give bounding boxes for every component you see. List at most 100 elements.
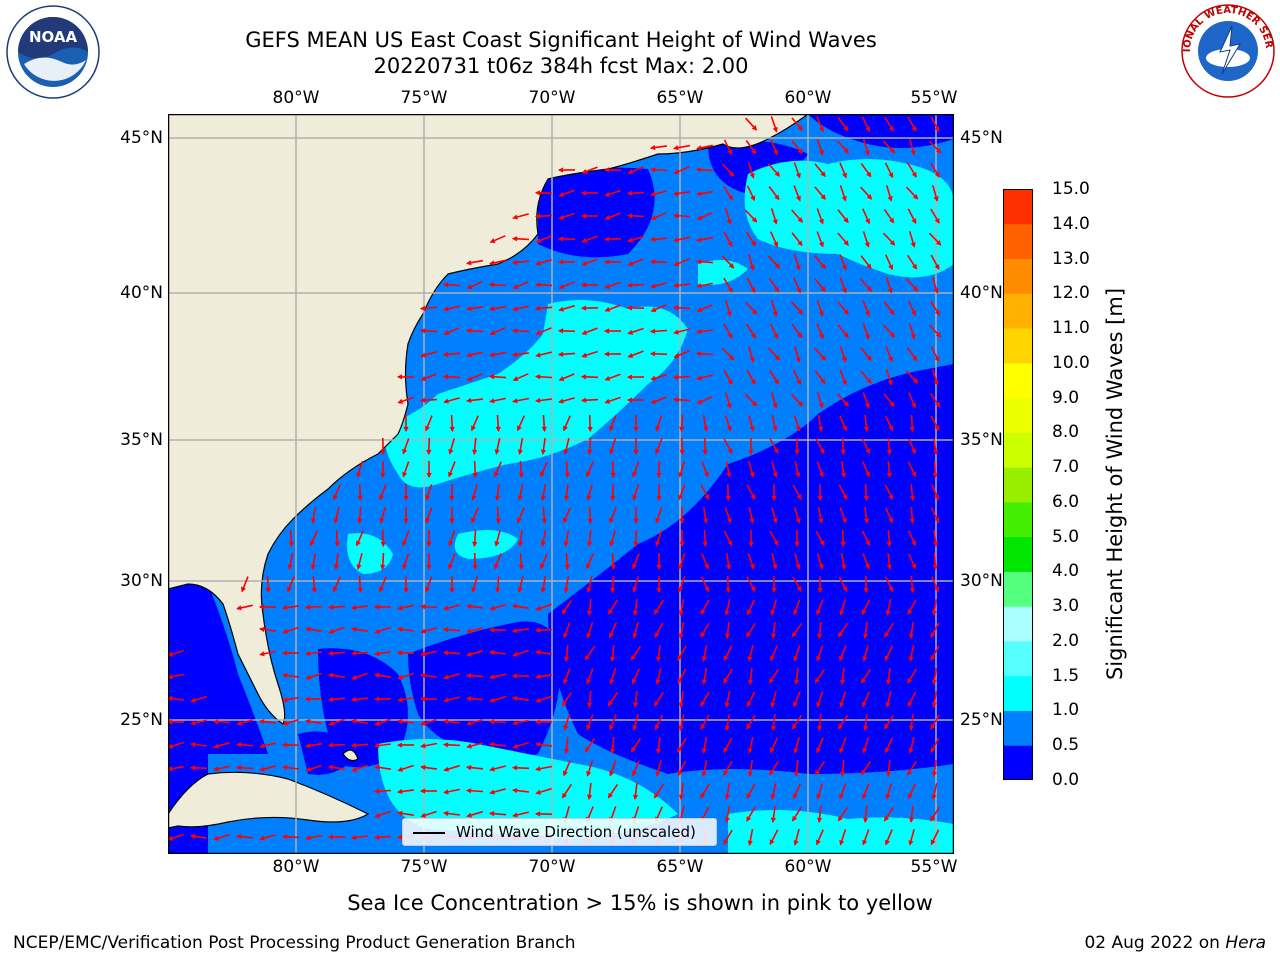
colorbar-tick-label: 5.0 xyxy=(1052,526,1080,547)
wave-direction-arrowhead xyxy=(535,330,542,335)
wave-direction-arrowhead xyxy=(911,471,917,478)
wave-direction-arrowhead xyxy=(633,426,639,433)
colorbar-cell xyxy=(1003,606,1033,642)
wave-direction-arrowhead xyxy=(841,564,847,570)
wave-direction-arrowhead xyxy=(443,674,449,680)
wave-direction-arrowhead xyxy=(472,564,478,571)
wave-direction-arrowhead xyxy=(443,306,449,312)
wave-direction-arrowhead xyxy=(540,587,546,593)
wave-direction-arrowhead xyxy=(773,333,779,340)
wave-direction-arrowhead xyxy=(931,794,937,800)
wave-direction-arrowhead xyxy=(305,626,311,632)
colorbar-tick-label: 15.0 xyxy=(1052,179,1090,199)
wave-direction-arrowhead xyxy=(724,610,730,616)
wave-direction-arrowhead xyxy=(678,610,684,616)
wave-direction-arrowhead xyxy=(632,633,638,639)
wave-direction-arrowhead xyxy=(862,793,868,800)
colorbar-tick-label: 7.0 xyxy=(1052,457,1080,478)
wave-direction-arrowhead xyxy=(580,374,587,380)
wave-direction-arrowhead xyxy=(631,678,637,685)
wave-direction-arrowhead xyxy=(374,672,380,678)
wave-direction-arrowhead xyxy=(443,789,449,795)
wave-direction-arrowhead xyxy=(727,287,733,293)
wave-direction-arrowhead xyxy=(373,604,380,610)
wave-direction-arrowhead xyxy=(816,701,822,708)
wave-direction-arrowhead xyxy=(443,697,449,703)
wave-direction-arrowhead xyxy=(907,677,913,684)
wave-direction-arrowhead xyxy=(727,194,733,201)
wave-direction-arrowhead xyxy=(558,376,565,381)
wave-direction-arrowhead xyxy=(357,495,363,502)
lat-label-right-30n: 30°N xyxy=(960,571,1003,591)
wave-direction-arrowhead xyxy=(818,426,824,432)
wave-direction-arrowhead xyxy=(472,472,478,479)
wave-direction-arrowhead xyxy=(888,586,894,593)
wave-direction-arrowhead xyxy=(581,237,588,243)
wave-direction-arrowhead xyxy=(911,563,917,570)
wave-direction-arrowhead xyxy=(843,125,849,132)
wave-direction-arrowhead xyxy=(745,631,752,638)
noaa-logo-text: NOAA xyxy=(29,28,78,46)
wave-direction-arrowhead xyxy=(190,697,197,703)
wave-direction-arrowhead xyxy=(333,494,338,501)
wave-direction-arrowhead xyxy=(773,448,779,454)
wave-direction-arrowhead xyxy=(934,586,939,593)
wave-direction-arrowhead xyxy=(402,563,408,570)
wave-direction-arrowhead xyxy=(864,563,870,570)
colorbar-tick-label: 13.0 xyxy=(1052,248,1090,269)
wave-direction-arrowhead xyxy=(843,309,849,315)
wave-direction-arrowhead xyxy=(328,628,335,634)
wave-direction-arrowhead xyxy=(603,351,610,357)
wave-direction-arrowhead xyxy=(649,259,656,265)
wave-direction-arrowhead xyxy=(609,517,614,524)
wave-direction-arrowhead xyxy=(539,471,545,478)
wave-direction-arrowhead xyxy=(604,306,611,312)
wave-direction-arrowhead xyxy=(908,840,914,846)
wave-direction-arrowhead xyxy=(885,610,891,616)
wave-direction-arrowhead xyxy=(397,605,403,611)
wave-direction-arrowhead xyxy=(236,605,242,611)
wave-direction-arrowhead xyxy=(704,563,709,570)
wave-direction-arrowhead xyxy=(862,839,868,846)
wave-direction-arrowhead xyxy=(535,674,541,680)
wave-direction-arrowhead xyxy=(627,237,634,243)
chart-title: GEFS MEAN US East Coast Significant Heig… xyxy=(245,28,877,52)
wave-direction-arrowhead xyxy=(511,673,518,679)
wave-direction-arrowhead xyxy=(539,563,545,570)
wave-direction-arrowhead xyxy=(534,719,541,725)
wave-direction-arrowhead xyxy=(420,720,427,726)
wave-direction-arrowhead xyxy=(495,426,501,433)
wave-direction-arrowhead xyxy=(818,563,824,570)
wave-direction-arrowhead xyxy=(932,541,939,547)
wave-direction-arrowhead xyxy=(419,788,426,794)
wave-direction-arrowhead xyxy=(815,839,821,846)
wave-direction-arrowhead xyxy=(580,213,587,219)
wave-direction-arrowhead xyxy=(770,609,776,616)
wave-direction-arrowhead xyxy=(935,401,941,408)
wave-direction-arrowhead xyxy=(723,770,729,776)
wave-direction-arrowhead xyxy=(609,724,614,731)
wave-direction-arrowhead xyxy=(420,764,426,771)
wave-direction-arrowhead xyxy=(841,287,847,294)
wave-direction-arrowhead xyxy=(586,794,593,801)
wave-direction-arrowhead xyxy=(794,541,800,548)
wave-direction-arrowhead xyxy=(396,742,403,748)
wave-direction-arrowhead xyxy=(770,725,777,731)
wave-direction-arrowhead xyxy=(541,518,547,525)
wave-direction-arrowhead xyxy=(466,603,472,610)
colorbar-tick-label: 8.0 xyxy=(1052,422,1080,443)
wave-direction-arrowhead xyxy=(908,748,914,754)
wave-direction-arrowhead xyxy=(328,720,335,726)
wave-direction-arrowhead xyxy=(747,748,753,754)
wave-direction-arrowhead xyxy=(793,771,800,777)
wave-direction-arrowhead xyxy=(535,766,541,772)
wave-direction-arrowhead xyxy=(374,651,380,657)
wave-direction-arrowhead xyxy=(350,650,357,656)
wave-direction-arrowhead xyxy=(236,720,242,726)
wave-direction-arrowhead xyxy=(403,587,409,594)
wave-direction-arrowhead xyxy=(911,171,917,178)
colorbar-cell xyxy=(1003,362,1033,399)
wave-direction-arrowhead xyxy=(466,720,472,726)
wave-direction-arrowhead xyxy=(649,351,656,357)
wave-direction-arrowhead xyxy=(930,632,936,638)
